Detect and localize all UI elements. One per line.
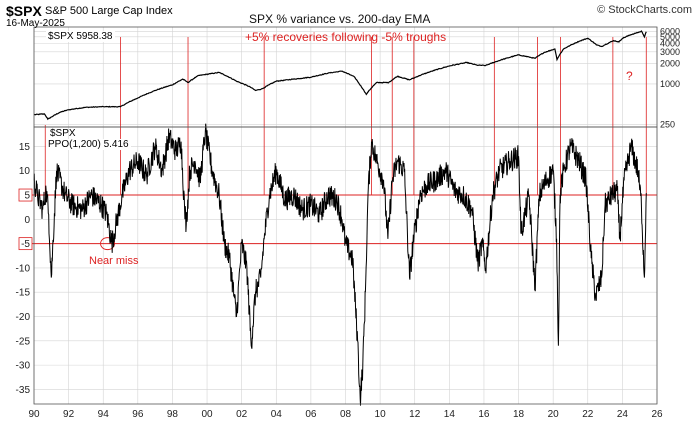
ppo-tick-label: 0 <box>24 215 30 226</box>
x-tick-label: 06 <box>305 409 317 420</box>
ppo-tick-box <box>18 237 33 251</box>
ppo-tick-label: -25 <box>16 336 31 347</box>
panel-frames <box>33 26 658 405</box>
x-tick-label: 96 <box>132 409 144 420</box>
price-series-line <box>33 30 647 121</box>
ppo-tick-label: 5 <box>24 191 30 202</box>
annotation-subtitle: +5% recoveries following -5% troughs <box>245 30 447 44</box>
ppo-legend: PPO(1,200) 5.416 <box>46 139 131 150</box>
ppo-tick-label: -15 <box>16 288 31 299</box>
ppo-tick-label: 10 <box>19 166 31 177</box>
x-tick-label: 98 <box>167 409 179 420</box>
price-tick-label: 4000 <box>660 38 680 48</box>
price-legend: $SPX 5958.38 <box>46 31 115 42</box>
x-tick-label: 16 <box>478 409 490 420</box>
near-miss-label: Near miss <box>89 255 139 267</box>
annotation-title: SPX % variance vs. 200-day EMA <box>249 12 431 26</box>
x-tick-label: 02 <box>236 409 248 420</box>
ppo-panel-frame <box>33 126 658 405</box>
x-tick-label: 00 <box>201 409 213 420</box>
ppo-tick-label: -5 <box>21 239 30 250</box>
x-tick-label: 90 <box>28 409 40 420</box>
price-tick-label: 5000 <box>660 32 680 42</box>
price-tick-label: 6000 <box>660 27 680 37</box>
x-tick-label: 24 <box>617 409 629 420</box>
grid-lines <box>33 27 658 404</box>
price-tick-label: 2000 <box>660 59 680 69</box>
ppo-tick-label: -35 <box>16 385 31 396</box>
ppo-tick-label: -30 <box>16 361 31 372</box>
x-tick-label: 20 <box>548 409 560 420</box>
price-tick-label: 1000 <box>660 79 680 89</box>
x-tick-label: 26 <box>651 409 663 420</box>
price-tick-label: 3000 <box>660 47 680 57</box>
reference-lines <box>19 194 657 245</box>
x-tick-label: 14 <box>444 409 456 420</box>
watermark: © StockCharts.com <box>597 4 692 16</box>
question-mark: ? <box>626 69 633 83</box>
price-tick-label: 250 <box>660 120 675 130</box>
near-miss-marker <box>100 237 115 251</box>
ppo-series-line <box>33 123 647 406</box>
x-tick-label: 10 <box>375 409 387 420</box>
ticker: $SPX <box>6 3 42 19</box>
x-tick-label: 04 <box>271 409 283 420</box>
tick-labels: 90 92 94 96 98 00 02 04 06 08 10 12 14 16 18 20 22 24 26 25… <box>16 27 680 420</box>
x-tick-label: 92 <box>63 409 75 420</box>
x-tick-label: 94 <box>98 409 110 420</box>
x-tick-label: 08 <box>340 409 352 420</box>
chart-date: 16-May-2025 <box>6 18 65 29</box>
x-tick-label: 12 <box>409 409 421 420</box>
index-name: S&P 500 Large Cap Index <box>45 5 173 17</box>
ppo-tick-label: 15 <box>19 142 31 153</box>
ppo-tick-label: -10 <box>16 263 31 274</box>
x-tick-label: 22 <box>582 409 594 420</box>
ppo-tick-box <box>18 188 33 202</box>
series-lines <box>33 30 647 406</box>
annotation-lines <box>44 37 647 251</box>
ppo-tick-label: -20 <box>16 312 31 323</box>
x-tick-label: 18 <box>513 409 525 420</box>
ppo-panel-label: $SPX <box>50 128 76 139</box>
